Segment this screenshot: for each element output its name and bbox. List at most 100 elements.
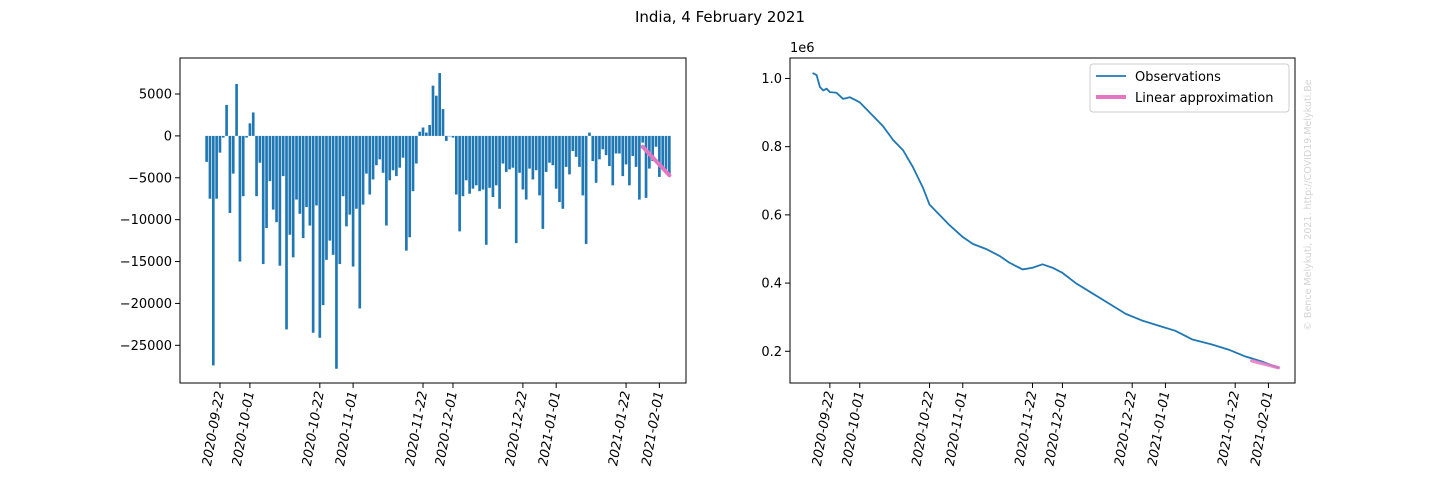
right-ytick-label-1-0: 1.0 (761, 72, 782, 87)
bar-2020-12-03 (458, 135, 461, 232)
bar-2020-10-12 (285, 135, 288, 330)
bar-2020-09-21 (215, 135, 218, 199)
bar-2020-12-04 (461, 135, 465, 197)
bar-2020-11-05 (365, 135, 368, 174)
bar-2020-11-01 (351, 135, 355, 267)
bar-2020-12-07 (471, 135, 475, 189)
bar-2020-11-07 (371, 135, 375, 180)
bar-2020-09-20 (211, 135, 215, 366)
bar-2020-10-23 (321, 135, 325, 306)
bar-2021-02-01 (658, 135, 661, 177)
left-ytick-label-5000: −5000 (128, 171, 172, 186)
right-y-multiplier: 1e6 (790, 41, 815, 56)
bar-2020-11-02 (355, 135, 358, 209)
right-xtick-label-2020-12-22: 2020-12-22 (1112, 390, 1140, 467)
bar-2020-12-20 (514, 135, 518, 244)
bar-2020-10-08 (271, 135, 275, 210)
bar-2021-01-15 (601, 135, 605, 150)
right-axes-frame (789, 57, 1296, 384)
figure-title: India, 4 February 2021 (635, 8, 805, 26)
left-linear-approximation-line (640, 144, 672, 178)
bar-2021-01-01 (554, 135, 558, 189)
bar-2020-12-21 (518, 135, 521, 173)
bar-2020-12-19 (511, 135, 515, 168)
bar-2021-01-05 (568, 135, 571, 175)
bar-2020-12-27 (538, 135, 541, 196)
bar-2020-10-19 (308, 135, 312, 226)
bar-2020-09-27 (235, 83, 238, 136)
bar-2020-12-30 (548, 135, 551, 163)
bar-2021-01-25 (634, 135, 638, 167)
bar-2021-01-14 (598, 135, 601, 160)
bar-2020-09-23 (221, 135, 225, 138)
bar-2020-12-06 (468, 135, 471, 194)
bar-2020-10-17 (301, 135, 305, 239)
bar-2020-11-26 (435, 95, 438, 136)
bar-2020-12-28 (541, 135, 545, 229)
bar-2020-12-11 (484, 135, 488, 245)
left-y-axis: 5000 0 −5000 −10000 −15000 −20000 −25000 (120, 88, 180, 354)
left-xtick-label-2020-12-01: 2020-12-01 (433, 390, 461, 467)
right-lines (812, 72, 1281, 370)
bar-2020-10-22 (318, 135, 322, 338)
bar-2020-10-26 (331, 135, 335, 255)
bar-2021-01-03 (561, 135, 565, 209)
bar-2021-01-06 (571, 135, 575, 151)
bar-2020-10-30 (345, 135, 348, 227)
left-bars (205, 73, 671, 369)
bar-2020-10-29 (341, 135, 345, 197)
bar-2020-10-28 (338, 135, 342, 265)
bar-2020-12-22 (521, 135, 525, 190)
bar-2021-01-28 (644, 135, 648, 198)
bar-2020-10-18 (305, 135, 308, 208)
right-y-axis: 1.0 0.8 0.6 0.4 0.2 (761, 72, 790, 360)
bar-2021-01-10 (584, 135, 588, 244)
bar-2021-01-27 (641, 135, 645, 143)
watermark: © Bence Melykuti, 2021. http://COVID19.M… (1303, 79, 1314, 330)
bar-2020-10-10 (278, 135, 282, 266)
bar-2020-11-08 (375, 135, 378, 166)
left-ytick-label-20000: −20000 (120, 297, 172, 312)
right-ytick-label-0-2: 0.2 (761, 345, 782, 360)
bar-2021-01-16 (604, 135, 608, 156)
bar-2020-12-25 (531, 135, 535, 180)
right-xtick-label-2020-10-22: 2020-10-22 (910, 390, 938, 467)
bar-2020-11-29 (444, 135, 448, 141)
bar-2021-01-19 (614, 135, 618, 154)
bar-2020-11-23 (425, 132, 428, 136)
bar-2021-01-21 (621, 135, 625, 177)
bar-2020-11-28 (441, 109, 445, 136)
bar-2020-11-21 (418, 131, 422, 136)
left-xtick-label-2020-12-22: 2020-12-22 (503, 390, 531, 467)
bar-2020-11-25 (431, 85, 435, 136)
bar-2020-12-15 (498, 135, 501, 209)
bar-2020-12-17 (504, 135, 508, 172)
bar-2020-11-16 (401, 135, 405, 158)
bar-2021-01-23 (628, 135, 631, 186)
left-ytick-label-5000: 5000 (139, 88, 172, 103)
bar-2020-11-19 (411, 135, 415, 192)
bar-2020-10-07 (268, 135, 272, 182)
bar-2021-01-24 (631, 135, 635, 156)
legend-linear-approximation-label: Linear approximation (1135, 91, 1273, 106)
bar-2021-01-02 (558, 135, 561, 203)
bar-2020-11-22 (421, 127, 425, 136)
bar-2020-12-24 (528, 135, 531, 169)
left-ytick-label-0: 0 (164, 129, 172, 144)
bar-2020-11-15 (398, 135, 402, 168)
left-xtick-label-2021-01-01: 2021-01-01 (536, 390, 564, 467)
bar-2021-01-12 (591, 135, 595, 162)
bar-2020-11-03 (358, 135, 362, 309)
bar-2020-10-15 (295, 135, 298, 200)
bar-2021-01-09 (581, 135, 585, 196)
right-ytick-label-0-4: 0.4 (761, 277, 782, 292)
right-xtick-label-2021-02-01: 2021-02-01 (1248, 390, 1276, 467)
left-linear-approximation (640, 144, 672, 178)
bar-2020-09-18 (205, 135, 208, 162)
bar-2021-01-18 (611, 135, 615, 186)
bar-2021-01-30 (651, 135, 655, 162)
bar-2020-11-17 (405, 135, 408, 251)
bar-2020-10-31 (348, 135, 352, 215)
bar-2020-10-11 (281, 135, 285, 177)
